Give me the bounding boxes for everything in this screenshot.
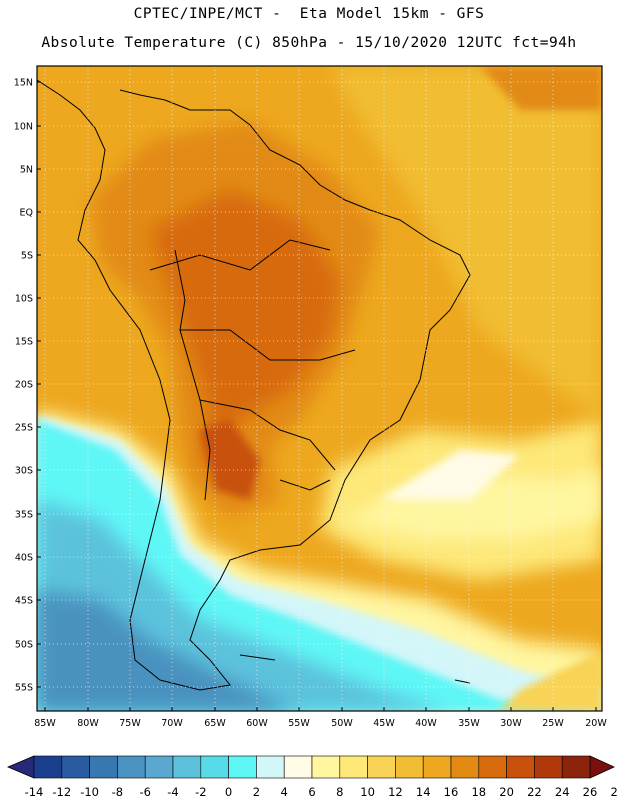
colorbar-label: 28 [610,785,618,799]
colorbar-swatch [200,755,229,779]
colorbar-swatch [561,755,591,779]
colorbar-label: 4 [281,785,288,799]
colorbar-swatch [478,755,507,779]
colorbar-label: 18 [471,785,486,799]
lat-label: 15S [15,337,33,348]
lat-label: 30S [15,466,33,477]
lat-label: EQ [20,208,33,219]
lon-label: 85W [34,718,56,729]
colorbar [6,755,615,779]
temperature-field [37,66,602,711]
lon-label: 35W [458,718,480,729]
colorbar-swatch [339,755,368,779]
lon-label: 30W [500,718,522,729]
colorbar-swatch [311,755,341,779]
colorbar-label: 6 [308,785,315,799]
colorbar-swatch [228,755,257,779]
colorbar-label: -6 [139,785,150,799]
colorbar-label: 14 [416,785,431,799]
colorbar-swatch [61,755,90,779]
lat-label: 55S [15,683,33,694]
colorbar-label: -14 [25,785,44,799]
lat-label: 5N [20,165,33,176]
colorbar-label: 20 [499,785,514,799]
colorbar-label: -12 [52,785,71,799]
lon-label: 70W [161,718,183,729]
colorbar-label: -4 [167,785,178,799]
colorbar-label: -8 [112,785,123,799]
lat-label: 40S [15,553,33,564]
colorbar-swatch [89,755,118,779]
colorbar-swatch [117,755,146,779]
lon-label: 55W [288,718,310,729]
colorbar-swatch [506,755,535,779]
lat-label: 35S [15,510,33,521]
colorbar-swatch [422,755,452,779]
colorbar-label: 8 [336,785,343,799]
colorbar-high-arrow [589,755,615,779]
colorbar-swatch [534,755,563,779]
colorbar-label: 12 [388,785,403,799]
colorbar-low-arrow [6,755,35,779]
lon-label: 80W [77,718,99,729]
lon-label: 20W [585,718,607,729]
lat-label: 5S [21,251,33,262]
lon-label: 25W [542,718,564,729]
coastline [37,79,471,691]
colorbar-label: -10 [80,785,99,799]
chart-title: CPTEC/INPE/MCT - Eta Model 15km - GFS [133,6,485,22]
lon-label: 40W [415,718,437,729]
colorbar-label: 0 [225,785,232,799]
colorbar-label: 10 [360,785,375,799]
lat-label: 50S [15,640,33,651]
lat-label: 15N [14,78,33,89]
colorbar-swatch [172,755,202,779]
colorbar-swatch [256,755,285,779]
chart-subtitle: Absolute Temperature (C) 850hPa - 15/10/… [41,35,577,51]
lon-label: 60W [246,718,268,729]
colorbar-swatch [144,755,174,779]
colorbar-label: 26 [583,785,598,799]
lat-label: 45S [15,596,33,607]
colorbar-swatch [367,755,396,779]
colorbar-label: -2 [195,785,206,799]
colorbar-swatch [450,755,480,779]
lat-label: 10N [14,122,33,133]
lon-label: 65W [204,718,226,729]
lon-label: 50W [331,718,353,729]
colorbar-label: 16 [444,785,459,799]
colorbar-swatch [283,755,313,779]
lon-label: 75W [119,718,141,729]
map-frame [36,65,603,712]
lon-label: 45W [373,718,395,729]
lat-label: 10S [15,294,33,305]
colorbar-label: 24 [555,785,570,799]
lat-label: 20S [15,380,33,391]
colorbar-swatch [395,755,424,779]
colorbar-label: 2 [253,785,260,799]
colorbar-label: 22 [527,785,542,799]
colorbar-swatch [33,755,63,779]
lat-label: 25S [15,423,33,434]
